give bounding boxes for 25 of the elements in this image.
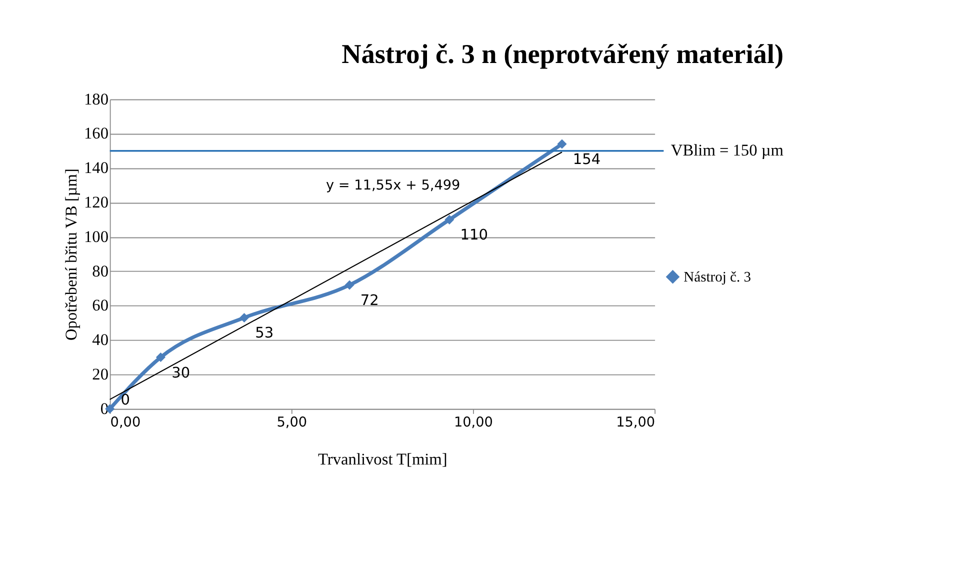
- data-label: 72: [360, 293, 379, 310]
- x-tick-label: 0,00: [110, 414, 141, 431]
- x-tick-label: 5,00: [276, 414, 308, 431]
- data-label: 110: [460, 228, 488, 244]
- data-label: 53: [255, 326, 274, 342]
- y-tick-label: 180: [84, 89, 108, 108]
- ref-line-label: VBlim = 150 µm: [670, 140, 784, 160]
- data-label: 30: [172, 365, 190, 382]
- y-tick-label: 60: [92, 296, 108, 315]
- x-axis-title: Trvanlivost T[mim]: [318, 450, 448, 469]
- y-tick-label: 160: [84, 124, 108, 143]
- y-tick-label: 120: [84, 192, 108, 212]
- data-label: 154: [572, 152, 601, 168]
- y-tick-label: 80: [92, 261, 108, 280]
- x-tick-label: 10,00: [454, 414, 493, 431]
- chart-title: Nástroj č. 3 n (neprotvářený materiál): [342, 38, 784, 69]
- y-tick-label: 20: [92, 364, 108, 384]
- y-tick-label: 40: [92, 330, 108, 350]
- y-tick-label: 100: [84, 226, 108, 246]
- y-axis-title: Opotřebení břitu VB [µm]: [62, 168, 81, 340]
- x-tick-label: 15,00: [616, 414, 656, 431]
- annotation: y = 11,55x + 5,499: [326, 177, 460, 194]
- data-label: 0: [120, 392, 130, 408]
- y-tick-label: 140: [84, 158, 108, 178]
- legend-label: Nástroj č. 3: [684, 269, 751, 286]
